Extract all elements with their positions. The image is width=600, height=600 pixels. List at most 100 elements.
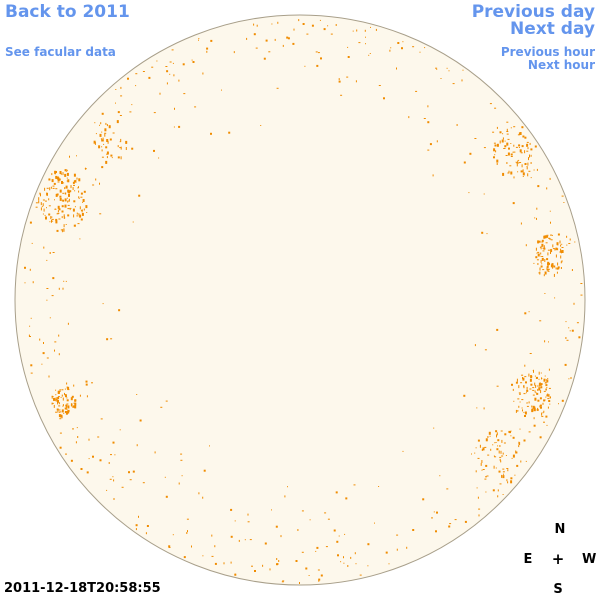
- see-facular-data-link[interactable]: See facular data: [5, 45, 116, 59]
- facula-spot: [506, 131, 509, 132]
- facula-spot: [347, 46, 349, 48]
- facula-spot: [512, 151, 514, 153]
- facula-spot: [100, 138, 102, 140]
- facula-spot: [355, 563, 357, 565]
- previous-day-link[interactable]: Previous day: [471, 2, 595, 22]
- facula-spot: [57, 399, 59, 403]
- facula-spot: [70, 185, 72, 189]
- facula-spot: [77, 436, 79, 438]
- facula-spot: [119, 141, 121, 143]
- facula-spot: [496, 385, 499, 387]
- facula-spot: [477, 457, 480, 459]
- facula-spot: [114, 454, 116, 456]
- facula-spot: [52, 187, 55, 189]
- facula-spot: [565, 337, 567, 339]
- facula-spot: [56, 193, 59, 196]
- facula-spot: [125, 147, 127, 150]
- facula-spot: [496, 432, 498, 436]
- facula-spot: [463, 161, 466, 164]
- facula-spot: [547, 406, 549, 409]
- facula-spot: [58, 390, 60, 393]
- facula-spot: [555, 267, 557, 270]
- facula-spot: [525, 392, 527, 394]
- facula-spot: [355, 80, 357, 83]
- facula-spot: [113, 479, 115, 482]
- facula-spot: [32, 281, 34, 284]
- facula-spot: [354, 552, 356, 555]
- facula-spot: [436, 68, 438, 70]
- facula-spot: [523, 439, 526, 442]
- facula-spot: [214, 545, 216, 548]
- facula-spot: [265, 39, 268, 42]
- facula-spot: [494, 442, 496, 444]
- facula-spot: [61, 216, 63, 219]
- facula-spot: [549, 177, 551, 180]
- facula-spot: [75, 441, 77, 444]
- facula-spot: [509, 165, 512, 167]
- facula-spot: [58, 208, 61, 211]
- facula-spot: [63, 412, 65, 414]
- facula-spot: [72, 187, 74, 190]
- facula-spot: [528, 431, 531, 433]
- back-to-year-link[interactable]: Back to 2011: [5, 2, 130, 22]
- facula-spot: [58, 414, 61, 418]
- facula-spot: [280, 535, 282, 538]
- facula-spot: [233, 51, 235, 54]
- facula-spot: [510, 435, 512, 437]
- facula-spot: [347, 565, 349, 567]
- facula-spot: [145, 532, 147, 535]
- compass-south-label: S: [553, 582, 563, 597]
- facula-spot: [506, 479, 508, 482]
- next-day-link[interactable]: Next day: [510, 19, 595, 39]
- facula-spot: [553, 273, 555, 277]
- facula-spot: [543, 235, 546, 239]
- facula-spot: [560, 248, 562, 252]
- facula-spot: [541, 412, 543, 416]
- facula-spot: [174, 107, 175, 110]
- facula-spot: [543, 378, 546, 382]
- next-hour-link[interactable]: Next hour: [527, 58, 595, 72]
- facula-spot: [194, 106, 197, 108]
- facula-spot: [67, 204, 70, 206]
- facula-spot: [544, 271, 547, 275]
- facula-spot: [477, 439, 480, 442]
- facula-spot: [385, 551, 388, 554]
- facula-spot: [512, 454, 515, 458]
- facula-spot: [504, 433, 507, 436]
- facula-spot: [277, 563, 279, 565]
- facula-spot: [435, 530, 437, 533]
- facula-spot: [164, 476, 166, 478]
- facula-spot: [524, 163, 527, 165]
- facula-spot: [295, 560, 298, 562]
- facula-spot: [308, 575, 310, 576]
- facula-spot: [24, 282, 26, 284]
- facula-spot: [112, 132, 115, 134]
- facula-spot: [74, 399, 77, 402]
- facula-spot: [537, 185, 540, 188]
- facula-spot: [42, 203, 44, 207]
- facula-spot: [107, 140, 109, 144]
- facula-spot: [46, 288, 49, 289]
- previous-hour-link[interactable]: Previous hour: [500, 45, 595, 59]
- facula-spot: [545, 415, 548, 418]
- facula-spot: [546, 387, 548, 389]
- facula-spot: [352, 30, 354, 32]
- facula-spot: [63, 224, 65, 228]
- facula-spot: [58, 405, 61, 407]
- facula-spot: [286, 36, 289, 39]
- facula-spot: [520, 460, 522, 463]
- facula-spot: [59, 411, 62, 413]
- facula-spot: [223, 562, 225, 565]
- facula-spot: [172, 62, 174, 64]
- facular-spots: [24, 19, 583, 584]
- facula-spot: [325, 546, 328, 548]
- facula-spot: [41, 363, 43, 365]
- facula-spot: [99, 213, 102, 215]
- facula-spot: [518, 445, 520, 448]
- facula-spot: [269, 568, 271, 571]
- facula-spot: [528, 170, 531, 172]
- facula-spot: [316, 546, 319, 549]
- facula-spot: [101, 146, 103, 148]
- facula-spot: [68, 193, 70, 197]
- facula-spot: [55, 389, 57, 391]
